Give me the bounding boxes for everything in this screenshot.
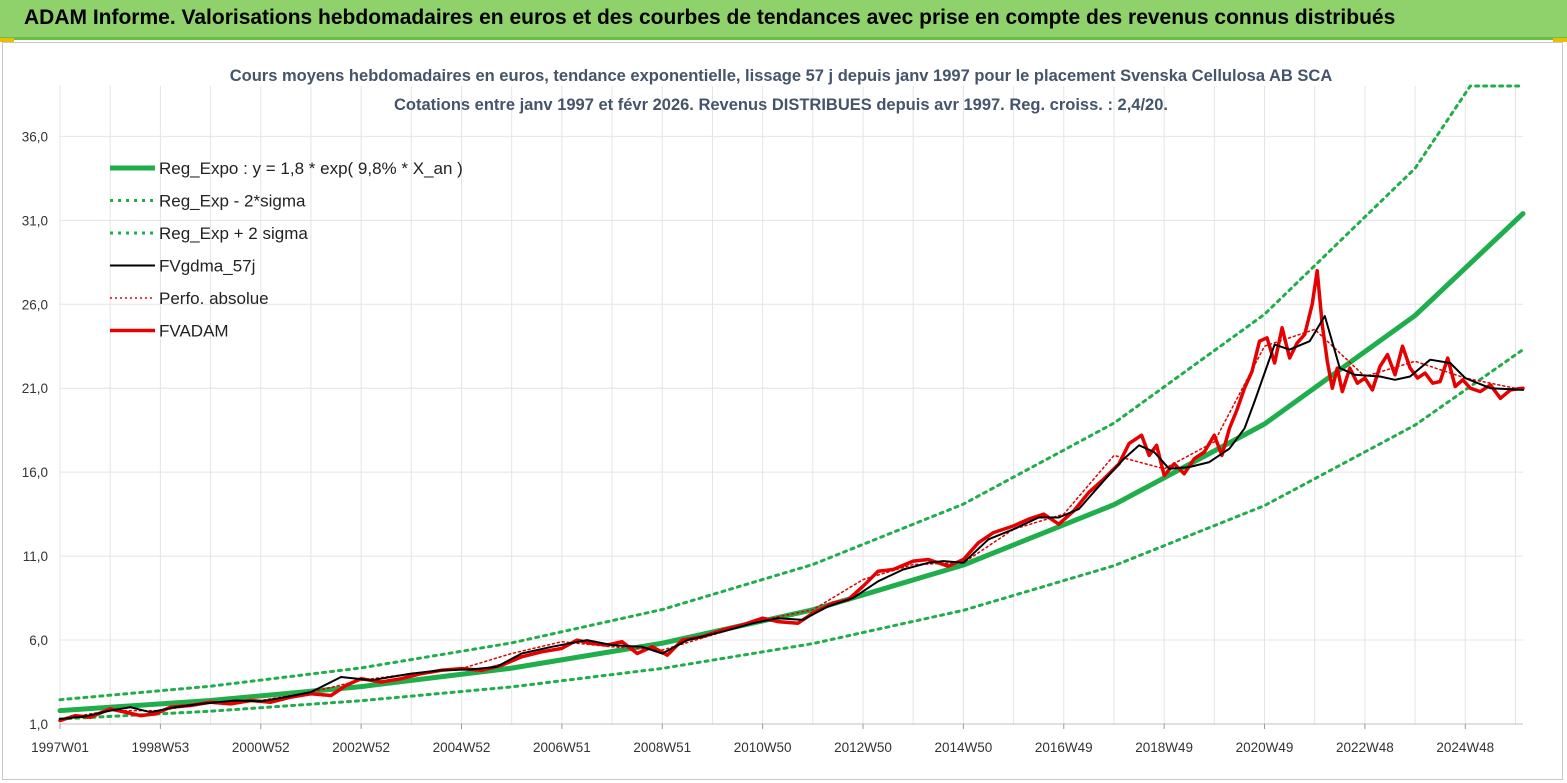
y-tick-label: 31,0 [22,213,48,228]
x-tick-label: 2010W50 [734,740,792,755]
x-tick-label: 2016W49 [1035,740,1093,755]
x-tick-label: 2018W49 [1135,740,1193,755]
x-tick-label: 2014W50 [934,740,992,755]
legend-label: Perfo. absolue [159,289,269,308]
x-tick-label: 2000W52 [232,740,290,755]
y-tick-label: 1,0 [29,717,48,732]
corner-marker-left [0,38,14,42]
legend-label: Reg_Exp + 2 sigma [159,224,308,243]
chart-title: Cours moyens hebdomadaires en euros, ten… [230,67,1333,85]
y-tick-label: 11,0 [23,549,48,564]
legend-label: FVgdma_57j [159,257,255,276]
series-line-3 [59,315,1524,720]
corner-marker-right [1553,38,1567,42]
series-line-1 [58,348,1525,721]
x-tick-label: 2022W48 [1336,740,1394,755]
legend-label: FVADAM [159,322,229,341]
legend-label: Reg_Expo : y = 1,8 * exp( 9,8% * X_an ) [159,159,463,178]
y-tick-label: 26,0 [22,297,48,312]
chart-area: 1,0 6,0 11,0 16,0 21,0 26,0 31,0 36,0 1997W01 199… [2,42,1563,780]
series-line-2 [58,84,1525,702]
report-banner: ADAM Informe. Valorisations hebdomadaire… [0,0,1567,40]
legend: Reg_Expo : y = 1,8 * exp( 9,8% * X_an ) R… [110,159,463,341]
x-tick-label: 2002W52 [332,740,390,755]
line-chart: 1,0 6,0 11,0 16,0 21,0 26,0 31,0 36,0 1997W01 199… [22,67,1526,755]
y-tick-label: 16,0 [22,465,48,480]
y-tick-label: 36,0 [22,129,48,144]
axes: 1,0 6,0 11,0 16,0 21,0 26,0 31,0 36,0 1997W01 199… [22,129,1523,755]
x-tick-label: 2004W52 [433,740,491,755]
x-tick-label: 1997W01 [31,740,89,755]
x-tick-label: 1998W53 [131,740,189,755]
x-tick-label: 2006W51 [533,740,591,755]
legend-label: Reg_Exp - 2*sigma [159,192,306,211]
x-tick-label: 2024W48 [1436,740,1494,755]
y-tick-label: 21,0 [22,381,48,396]
chart-subtitle: Cotations entre janv 1997 et févr 2026. … [394,96,1168,114]
x-tick-label: 2020W49 [1236,740,1294,755]
x-tick-label: 2008W51 [633,740,691,755]
series-line-0 [57,211,1526,714]
series-group [57,84,1526,723]
series-line-5 [58,268,1525,723]
y-tick-label: 6,0 [29,633,48,648]
report-title: ADAM Informe. Valorisations hebdomadaire… [24,6,1396,29]
grid [59,86,1523,725]
x-tick-label: 2012W50 [834,740,892,755]
